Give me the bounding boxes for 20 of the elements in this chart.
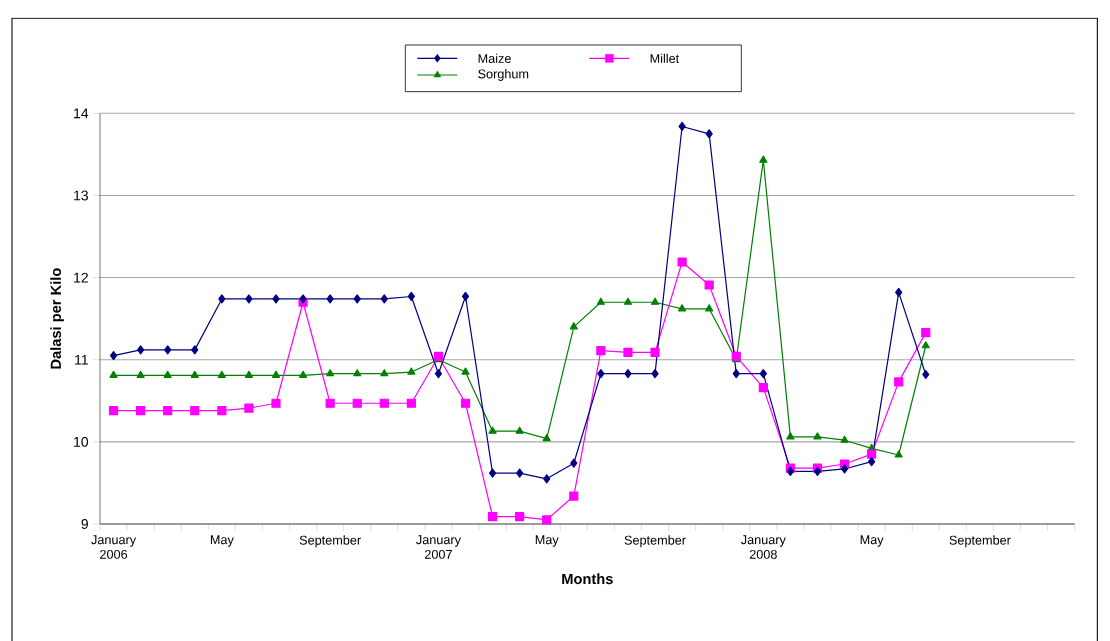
legend-label: Maize bbox=[478, 53, 511, 63]
legend-label: Sorghum bbox=[478, 69, 529, 81]
y-tick-label: 9 bbox=[81, 519, 88, 529]
y-tick-label: 13 bbox=[74, 190, 89, 201]
y-axis-title: Dalasi per Kilo bbox=[50, 268, 64, 369]
x-tick-label: May bbox=[860, 535, 884, 547]
legend-label: Millet bbox=[650, 53, 680, 63]
x-tick-label: September bbox=[299, 535, 361, 548]
x-tick-label: January 2007 bbox=[416, 535, 461, 559]
x-tick-label: January 2006 bbox=[91, 535, 137, 559]
x-axis-title: Months bbox=[562, 573, 613, 585]
y-tick-label: 10 bbox=[74, 436, 89, 447]
y-tick-label: 14 bbox=[74, 108, 89, 119]
y-tick-label: 11 bbox=[75, 354, 88, 365]
x-tick-label: May bbox=[535, 535, 559, 547]
x-tick-label: September bbox=[624, 535, 686, 548]
y-tick-label: 12 bbox=[74, 272, 88, 283]
x-tick-label: September bbox=[949, 535, 1011, 548]
x-tick-label: May bbox=[210, 535, 234, 547]
x-tick-label: January 2008 bbox=[740, 535, 786, 559]
